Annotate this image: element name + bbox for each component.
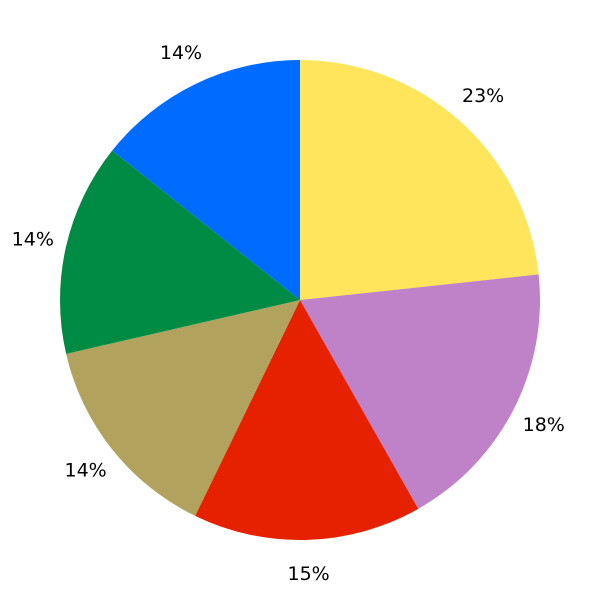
slice-label: 14% bbox=[12, 228, 54, 250]
pie-slice bbox=[60, 150, 300, 354]
slice-label: 14% bbox=[65, 460, 107, 482]
pie-slice bbox=[195, 300, 419, 541]
pie-slice bbox=[300, 60, 539, 300]
slice-label: 18% bbox=[523, 414, 565, 436]
pie-slice bbox=[112, 60, 301, 300]
slice-label: 23% bbox=[462, 85, 504, 107]
slice-label: 14% bbox=[160, 42, 202, 64]
slice-label: 15% bbox=[287, 563, 329, 585]
pie-slice bbox=[300, 274, 540, 509]
pie-slice bbox=[66, 300, 300, 516]
